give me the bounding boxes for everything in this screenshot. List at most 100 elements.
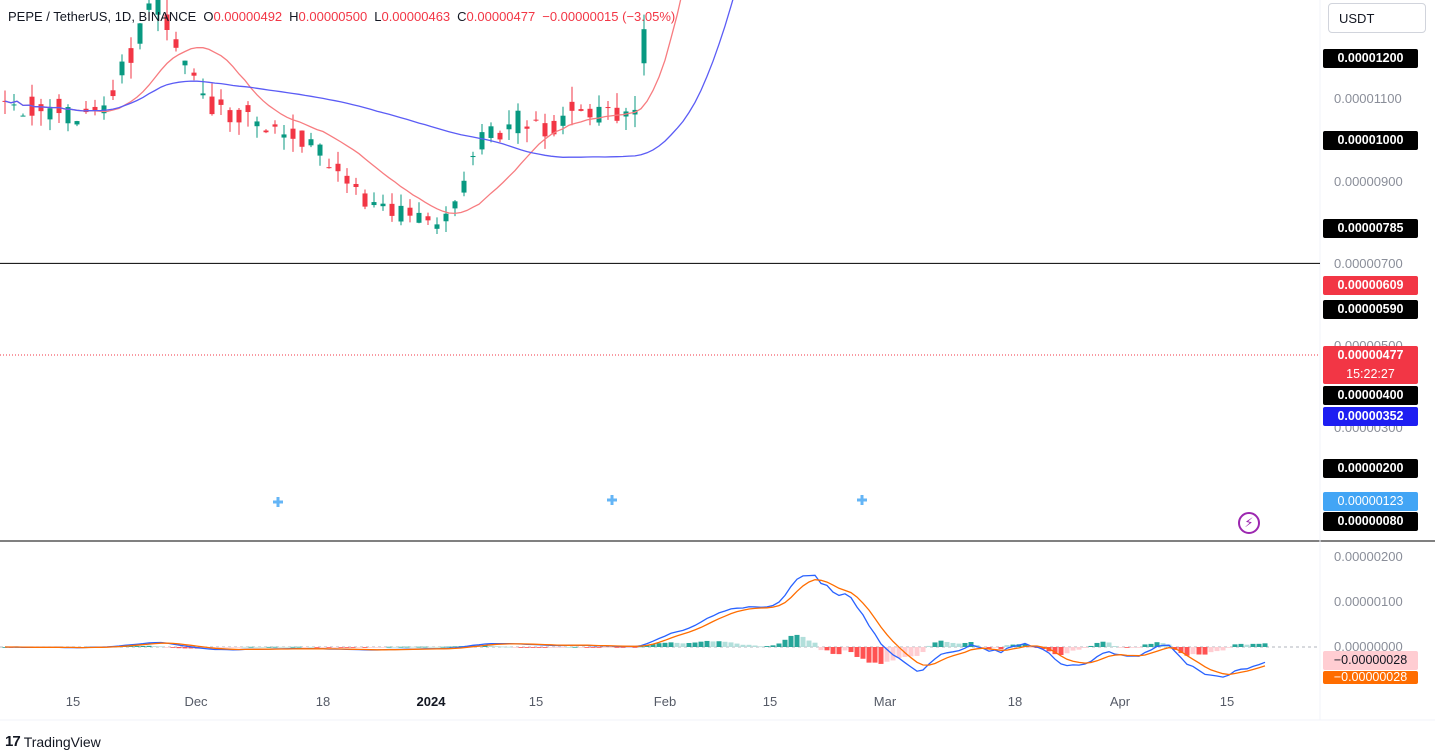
macd-axis-label: 0.00000100: [1334, 594, 1403, 609]
level-tag[interactable]: 0.00000080: [1323, 512, 1418, 531]
macd-hist-bar: [632, 647, 638, 648]
macd-hist-bar: [806, 640, 812, 647]
macd-hist-bar: [746, 644, 752, 647]
macd-hist-bar: [440, 646, 446, 648]
macd-hist-bar: [290, 646, 296, 648]
level-tag[interactable]: 0.00000785: [1323, 219, 1418, 238]
macd-hist-bar: [1154, 642, 1160, 647]
macd-hist-bar: [584, 647, 590, 648]
open-label: O: [203, 9, 214, 24]
macd-hist-bar: [236, 647, 242, 648]
candle-body: [191, 72, 197, 76]
macd-hist-bar: [500, 646, 506, 648]
macd-hist-bar: [272, 646, 278, 648]
macd-hist-bar: [302, 647, 308, 648]
macd-hist-bar: [830, 647, 836, 654]
macd-hist-bar: [446, 646, 452, 648]
brand-name[interactable]: TradingView: [23, 733, 101, 750]
macd-hist-bar: [950, 642, 956, 647]
macd-hist-bar: [944, 641, 950, 647]
candle-body: [479, 132, 485, 150]
candle-body: [65, 107, 71, 124]
macd-hist-bar: [782, 639, 788, 647]
macd-hist-bar: [422, 646, 428, 648]
candle-body: [587, 108, 593, 118]
macd-hist-bar: [896, 647, 902, 658]
candle-body: [425, 216, 431, 221]
time-label: 15: [1219, 694, 1235, 709]
footer: 17 TradingView: [5, 733, 101, 750]
macd-hist-bar: [560, 647, 566, 648]
macd-hist-bar: [350, 647, 356, 648]
macd-hist-bar: [836, 647, 842, 655]
candle-body: [443, 213, 449, 222]
macd-hist-bar: [794, 634, 800, 647]
macd-hist-bar: [776, 643, 782, 647]
candle-body: [119, 61, 125, 76]
macd-hist-bar: [710, 641, 716, 647]
macd-hist-bar: [980, 647, 986, 648]
candle-body: [524, 126, 530, 129]
macd-hist-bar: [530, 647, 536, 648]
macd-hist-bar: [656, 643, 662, 647]
candle-body: [452, 201, 458, 209]
tradingview-logo-icon[interactable]: 17: [5, 733, 21, 750]
macd-hist-bar: [998, 647, 1004, 650]
candle-body: [569, 101, 575, 111]
macd-hist-bar: [764, 646, 770, 647]
cross-markers: [273, 495, 867, 507]
lightning-bolt-icon[interactable]: ⚡: [1238, 512, 1260, 534]
symbol-label[interactable]: PEPE / TetherUS, 1D, BINANCE: [8, 9, 197, 24]
level-tag[interactable]: 0.00001200: [1323, 49, 1418, 68]
macd-hist-bar: [638, 646, 644, 648]
macd-hist-bar: [1004, 645, 1010, 647]
macd-hist-bar: [974, 645, 980, 647]
macd-hist-bar: [884, 647, 890, 662]
macd-hist-bar: [842, 647, 848, 651]
macd-hist-bar: [908, 647, 914, 657]
currency-button[interactable]: USDT: [1328, 3, 1426, 33]
cross-marker: [607, 495, 617, 505]
ma-slow-line: [4, 0, 734, 158]
high-value: 0.00000500: [298, 9, 368, 24]
macd-hist-bar: [752, 645, 758, 647]
macd-hist-bar: [434, 646, 440, 648]
macd-hist-bar: [404, 646, 410, 648]
macd-hist-bar: [614, 647, 620, 648]
macd-hist-bar: [452, 646, 458, 648]
candle-body: [290, 128, 296, 139]
macd-hist-bar: [992, 647, 998, 648]
candle-body: [137, 23, 143, 44]
macd-hist-bar: [812, 642, 818, 647]
macd-hist-bar: [1118, 647, 1124, 648]
marker-tag: 0.00000123: [1323, 492, 1418, 511]
macd-hist-bar: [518, 647, 524, 648]
level-tag[interactable]: 0.00000200: [1323, 459, 1418, 478]
macd-hist-bar: [800, 636, 806, 647]
macd-hist-bar: [320, 647, 326, 648]
macd-hist-bar: [152, 646, 158, 647]
macd-hist-bar: [224, 647, 230, 648]
candle-body: [11, 104, 17, 106]
level-tag[interactable]: 0.00001000: [1323, 131, 1418, 150]
macd-hist-bar: [536, 647, 542, 648]
macd-hist-bar: [1070, 647, 1076, 651]
macd-hist-bar: [506, 646, 512, 648]
level-tag[interactable]: 0.00000590: [1323, 300, 1418, 319]
macd-hist-bar: [494, 646, 500, 648]
macd-hist-bar: [1100, 641, 1106, 647]
time-label: Dec: [184, 694, 208, 709]
time-label: 15: [528, 694, 544, 709]
level-tag[interactable]: 0.00000400: [1323, 386, 1418, 405]
macd-hist-bar: [620, 647, 626, 648]
macd-hist-bar: [308, 646, 314, 648]
macd-hist-bar: [1112, 646, 1118, 647]
macd-hist-bar: [734, 643, 740, 647]
candle-body: [470, 156, 476, 158]
candle-body: [209, 96, 215, 115]
macd-hist-bar: [860, 647, 866, 659]
macd-hist-bar: [266, 646, 272, 648]
time-label: Feb: [653, 694, 677, 709]
macd-hist-bar: [548, 647, 554, 648]
